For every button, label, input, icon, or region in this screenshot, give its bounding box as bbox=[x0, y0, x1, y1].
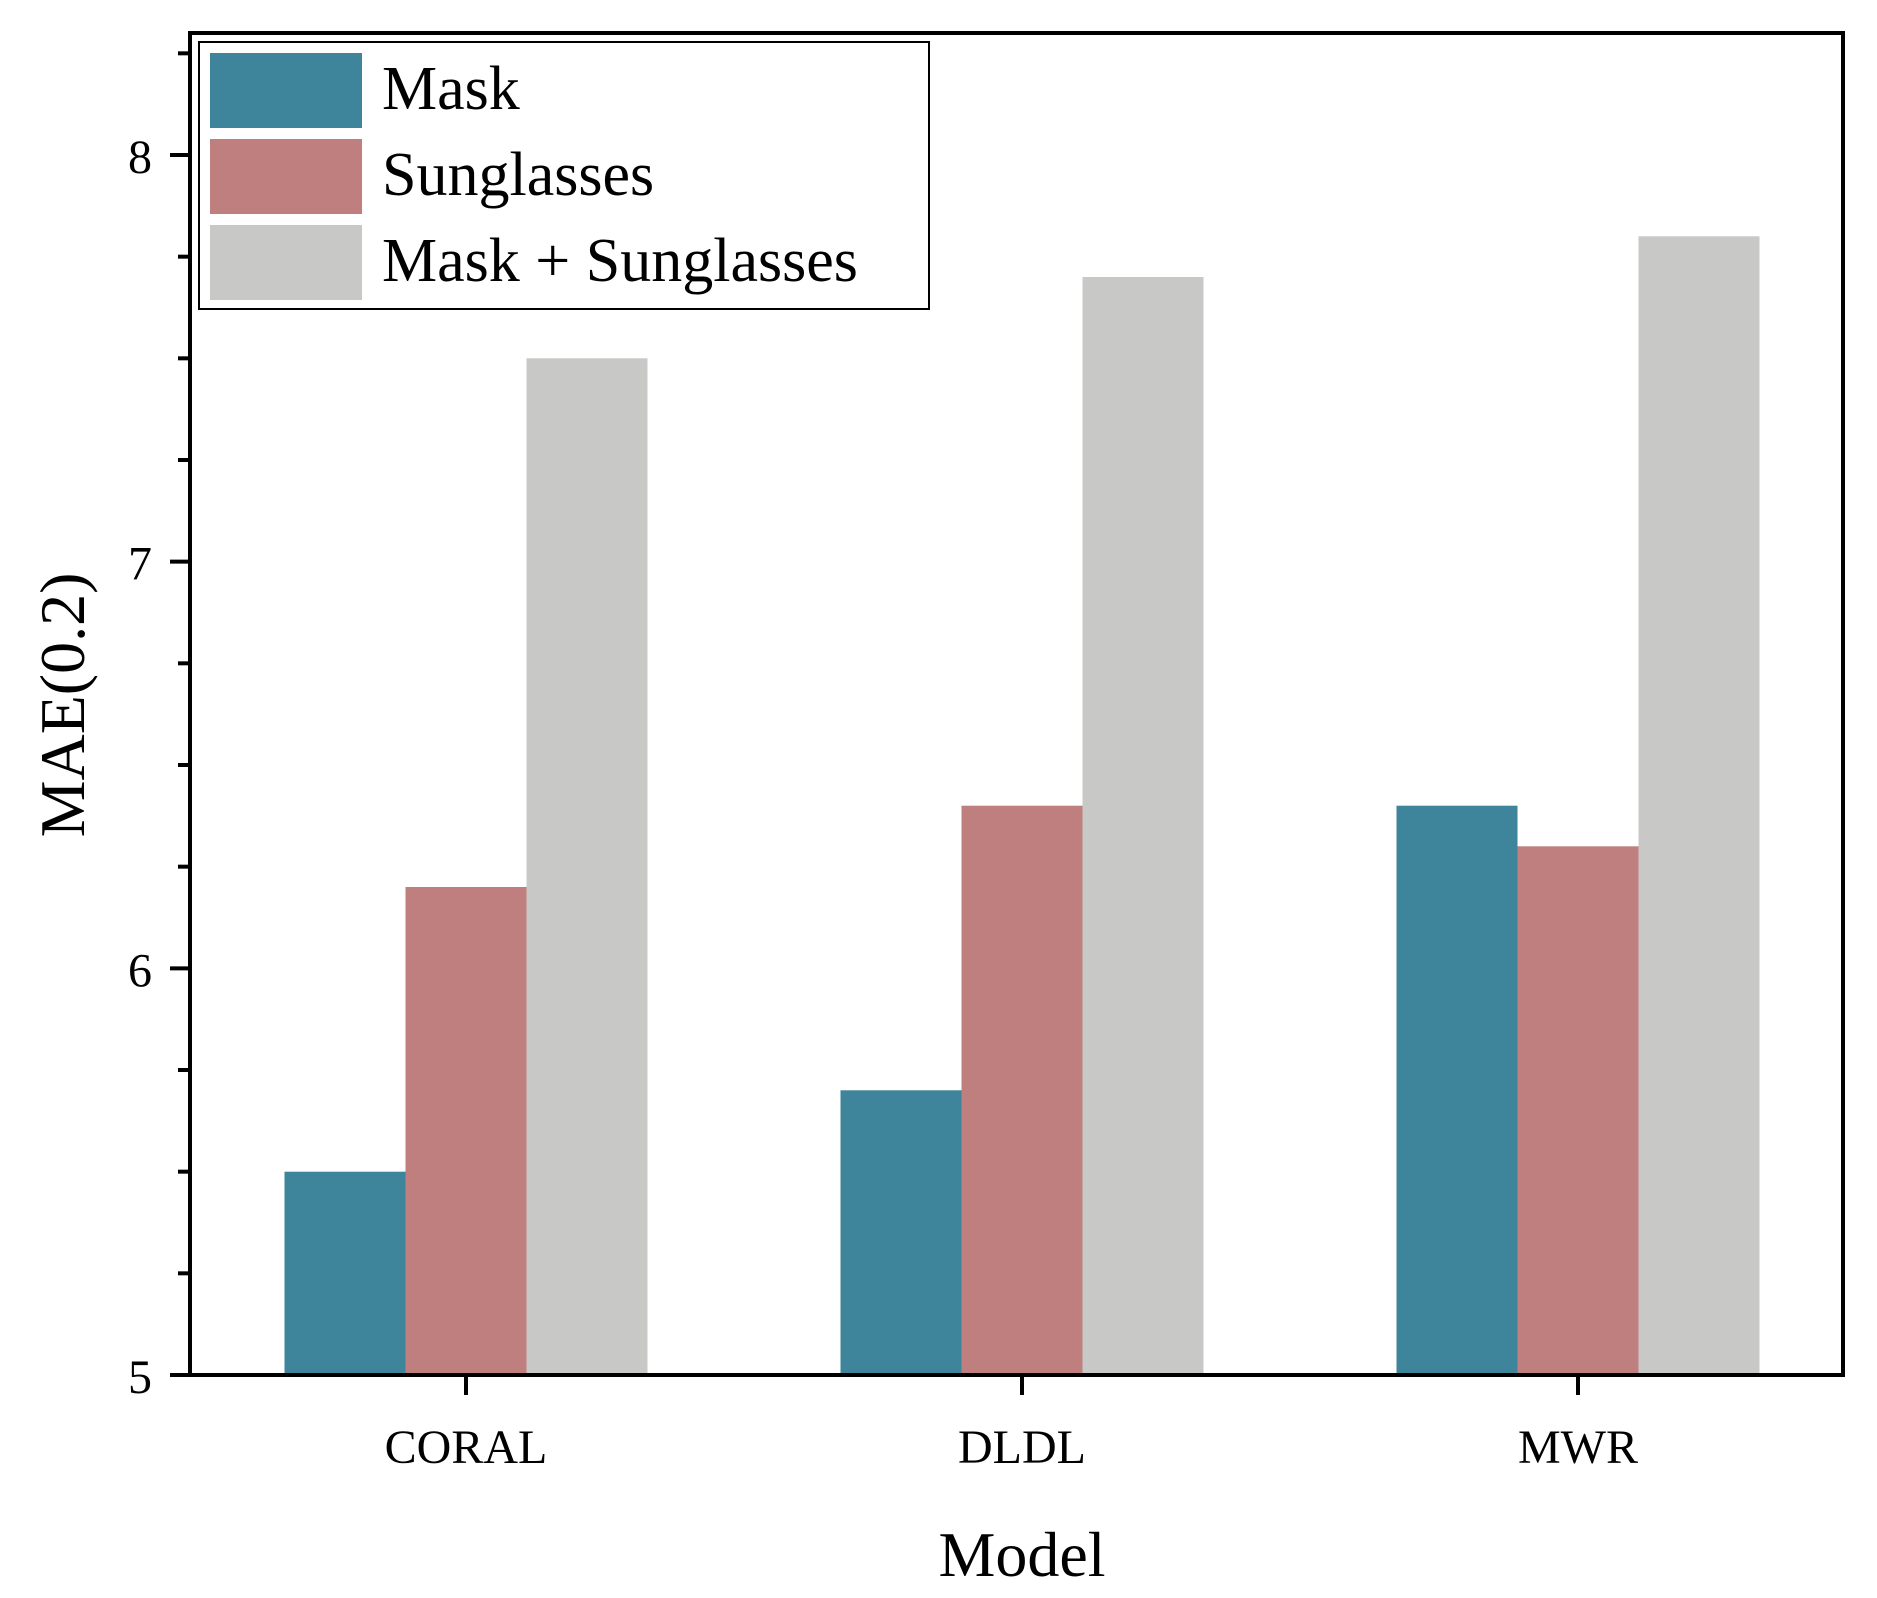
legend-label: Mask bbox=[382, 55, 520, 123]
bar-sunglasses-coral bbox=[405, 887, 527, 1375]
y-axis-label: MAE(0.2) bbox=[27, 573, 98, 838]
bar-mask-sunglasses-mwr bbox=[1638, 236, 1760, 1375]
bar-mask-mwr bbox=[1396, 805, 1518, 1375]
y-tick-label: 8 bbox=[128, 131, 152, 184]
axes-layer: 5 6 7 8 CORAL DLDL MWR bbox=[128, 31, 1845, 1474]
bar-mask-sunglasses-dldl bbox=[1082, 277, 1204, 1375]
bar-sunglasses-mwr bbox=[1517, 846, 1639, 1375]
bar-mask-coral bbox=[284, 1171, 406, 1375]
legend-swatch-mask bbox=[210, 53, 362, 128]
x-axis-label: Model bbox=[938, 1519, 1105, 1590]
x-tick-label: MWR bbox=[1518, 1421, 1638, 1474]
bar-sunglasses-dldl bbox=[961, 805, 1083, 1375]
bars-layer bbox=[284, 236, 1760, 1375]
legend-swatch-mask-sunglasses bbox=[210, 225, 362, 300]
plot-frame bbox=[188, 31, 1845, 1377]
x-tick-label: DLDL bbox=[958, 1421, 1086, 1474]
legend-label: Mask + Sunglasses bbox=[382, 227, 858, 295]
legend-swatch-sunglasses bbox=[210, 139, 362, 214]
y-tick-label: 6 bbox=[128, 944, 152, 997]
bar-mask-dldl bbox=[840, 1090, 962, 1375]
bar-mask-sunglasses-coral bbox=[526, 358, 648, 1375]
legend-label: Sunglasses bbox=[382, 141, 654, 209]
y-tick-label: 7 bbox=[128, 538, 152, 591]
legend: Mask Sunglasses Mask + Sunglasses bbox=[198, 41, 930, 310]
y-tick-label: 5 bbox=[128, 1351, 152, 1404]
x-tick-label: CORAL bbox=[385, 1421, 548, 1474]
